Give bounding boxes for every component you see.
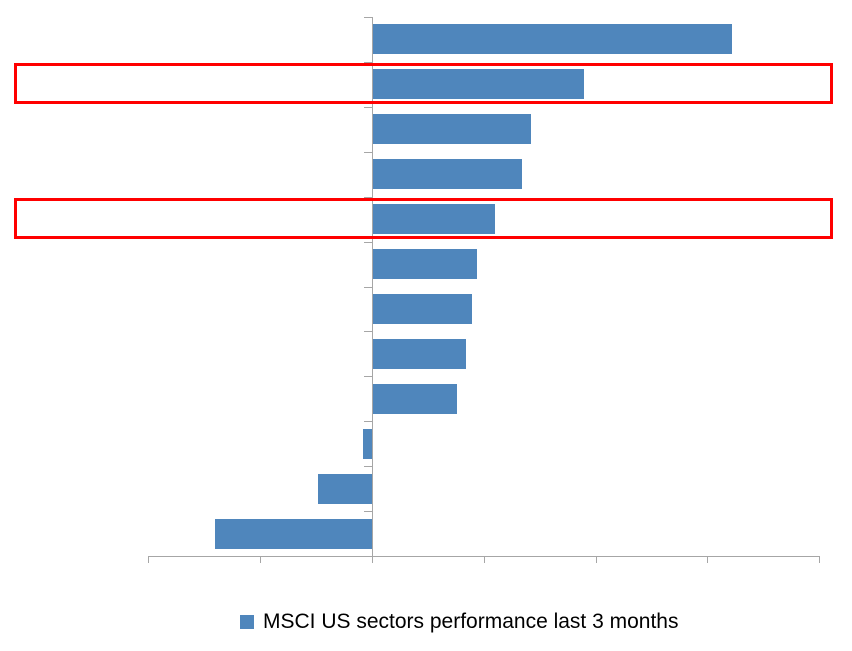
highlight-box-real-estate	[14, 197, 833, 240]
value-axis-tick	[819, 556, 821, 563]
bar-healthcare	[371, 293, 473, 324]
legend-label: MSCI US sectors performance last 3 month…	[263, 610, 679, 633]
category-axis-tick	[363, 421, 372, 423]
category-axis-tick	[363, 241, 372, 243]
category-axis-tick	[363, 376, 372, 378]
bar-us	[371, 114, 531, 145]
bar-it	[371, 24, 733, 55]
category-axis-tick	[363, 196, 372, 198]
legend-color-swatch	[240, 615, 254, 629]
category-axis-line	[371, 17, 373, 556]
category-axis-tick	[363, 106, 372, 108]
category-axis-tick	[363, 61, 372, 63]
value-axis-tick	[707, 556, 709, 563]
bar-energy	[215, 518, 372, 549]
bar-materials	[318, 473, 372, 504]
bar-discretionary	[371, 249, 477, 280]
category-axis-tick	[363, 151, 372, 153]
category-axis-tick	[363, 17, 372, 18]
category-axis-tick	[363, 286, 372, 288]
category-axis-tick	[363, 466, 372, 468]
value-axis-tick	[595, 556, 597, 563]
bar-telecoms	[371, 159, 522, 190]
value-axis-tick	[371, 556, 373, 563]
value-axis-tick	[483, 556, 485, 563]
value-axis-tick	[259, 556, 261, 563]
category-axis-tick	[363, 331, 372, 333]
bar-industrials	[362, 428, 372, 459]
legend: MSCI US sectors performance last 3 month…	[240, 607, 678, 637]
bar-financials	[371, 383, 457, 414]
bar-real-estate	[371, 204, 495, 235]
value-axis-tick	[148, 556, 149, 563]
bar-staples	[371, 338, 466, 369]
highlight-box-utilities	[14, 62, 833, 105]
bar-utilities	[371, 69, 585, 100]
category-axis-tick	[363, 511, 372, 513]
